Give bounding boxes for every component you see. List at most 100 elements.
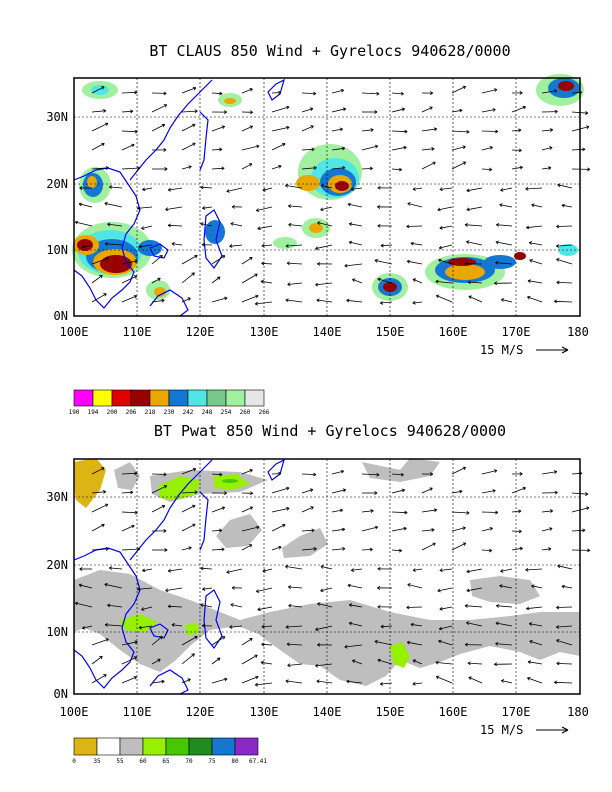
wind-arrowhead <box>404 129 408 134</box>
wind-arrowhead <box>407 583 411 587</box>
wind-arrowhead <box>459 489 463 494</box>
x-tick-label: 130E <box>250 705 279 719</box>
wind-arrowhead <box>435 294 440 299</box>
colorbar-label: 0 <box>72 758 76 765</box>
wind-arrowhead <box>462 542 467 546</box>
wind-arrow <box>481 527 493 532</box>
wind-arrowhead <box>192 504 196 509</box>
colorbar-swatch <box>119 737 144 756</box>
wind-arrowhead <box>529 640 533 644</box>
wind-arrow <box>226 187 243 192</box>
wind-arrowhead <box>219 91 223 96</box>
colorbar-swatch <box>188 737 213 756</box>
wind-arrowhead <box>489 548 493 553</box>
wind-arrow <box>556 663 573 665</box>
colorbar-label: 248 <box>202 409 213 416</box>
wind-arrowhead <box>192 467 197 472</box>
wind-arrow <box>288 605 303 608</box>
wind-arrow <box>541 510 553 513</box>
wind-arrow <box>137 587 153 590</box>
wind-arrow <box>495 262 513 265</box>
wind-arrowhead <box>157 277 161 282</box>
wind-arrow <box>481 146 493 151</box>
arrowhead-icon <box>561 346 569 354</box>
wind-arrow <box>109 186 123 189</box>
wind-arrow <box>347 203 363 208</box>
wind-arrow <box>451 490 463 494</box>
wind-arrow <box>301 489 314 494</box>
wind-arrowhead <box>103 109 107 113</box>
y-tick-label: 30N <box>46 110 68 124</box>
wind-arrowhead <box>315 246 319 251</box>
wind-arrow <box>230 223 243 227</box>
wind-arrowhead <box>438 626 443 631</box>
wind-arrow <box>211 636 226 646</box>
wind-arrow <box>468 676 483 684</box>
wind-arrow <box>391 130 408 133</box>
map-frame <box>73 458 581 695</box>
wind-arrow <box>331 548 346 551</box>
wind-arrow <box>421 542 436 551</box>
wind-arrow <box>211 297 228 303</box>
wind-arrowhead <box>369 547 373 552</box>
wind-arrow <box>352 279 363 284</box>
wind-arrowhead <box>192 123 196 128</box>
wind-arrow <box>541 528 553 532</box>
wind-arrow <box>91 167 109 170</box>
wind-arrow <box>495 643 513 646</box>
wind-arrowhead <box>348 603 353 608</box>
wind-arrowhead <box>377 185 381 190</box>
wind-arrow <box>181 653 195 665</box>
wind-arrowhead <box>260 279 264 284</box>
wind-arrow <box>107 604 123 608</box>
wind-arrowhead <box>255 294 259 299</box>
wind-arrowhead <box>493 88 498 92</box>
wind-arrowhead <box>254 654 258 658</box>
wind-arrow <box>171 243 183 246</box>
wind-arrowhead <box>370 128 374 132</box>
wind-arrowhead <box>313 166 317 170</box>
wind-arrowhead <box>226 189 230 193</box>
wind-arrowhead <box>249 638 253 642</box>
wind-arrow <box>331 167 346 170</box>
wind-arrowhead <box>556 639 560 643</box>
wind-arrowhead <box>518 148 522 153</box>
wind-arrowhead <box>403 526 407 531</box>
wind-arrow <box>151 255 163 265</box>
wind-arrow <box>229 244 243 247</box>
wind-arrow <box>121 275 138 284</box>
colorbar-label: 67.41 <box>249 758 267 765</box>
wind-arrowhead <box>317 602 321 606</box>
wind-arrowhead <box>492 489 496 493</box>
wind-arrow <box>287 663 303 666</box>
wind-arrowhead <box>401 488 405 493</box>
wind-arrow <box>200 604 213 608</box>
wind-arrowhead <box>346 679 350 684</box>
wind-arrowhead <box>261 261 265 266</box>
wind-arrowhead <box>282 142 286 147</box>
wind-arrow <box>121 676 137 684</box>
wind-arrow <box>181 124 196 132</box>
wind-arrowhead <box>133 275 138 279</box>
wind-arrow <box>271 546 282 551</box>
wind-arrow <box>511 166 523 170</box>
wind-arrowhead <box>380 243 384 248</box>
wind-arrowhead <box>285 298 289 303</box>
wind-arrowhead <box>134 259 138 264</box>
wind-arrow <box>437 587 453 592</box>
wind-arrow <box>374 640 393 646</box>
wind-arrowhead <box>161 504 166 509</box>
wind-arrow <box>260 661 273 665</box>
wind-arrowhead <box>348 240 353 245</box>
wind-arrow <box>121 656 138 665</box>
wind-arrowhead <box>171 242 175 246</box>
wind-arrowhead <box>549 527 553 531</box>
wind-arrow <box>351 568 363 571</box>
wind-arrow <box>317 603 333 608</box>
wind-arrowhead <box>254 301 259 306</box>
wind-arrow <box>541 147 553 151</box>
colorbar-label: 80 <box>231 758 239 765</box>
wind-arrowhead <box>495 240 499 245</box>
wind-arrow <box>181 468 197 475</box>
x-tick-label: 140E <box>313 705 342 719</box>
